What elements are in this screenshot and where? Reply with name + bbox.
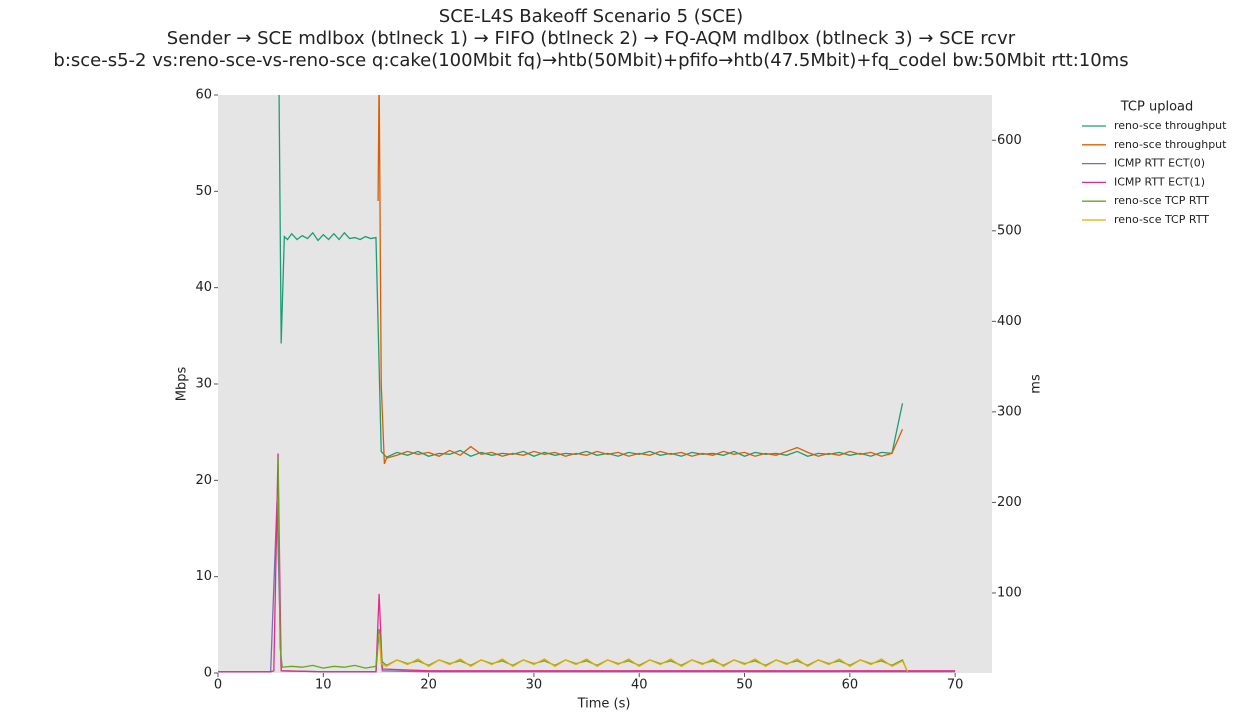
series-group [218,95,956,673]
x-tick-label: 40 [631,678,648,693]
chart-title: SCE-L4S Bakeoff Scenario 5 (SCE) [439,6,743,27]
x-tick-label: 30 [526,678,543,693]
legend-title: TCP upload [1120,100,1194,115]
series-line [377,95,904,465]
series-line [277,457,909,673]
y2-tick-label: 400 [997,314,1022,329]
plot-area [218,95,992,673]
x-axis-label: Time (s) [577,697,631,712]
chart-subtitle: Sender → SCE mdlbox (btlneck 1) → FIFO (… [167,28,1016,49]
x-tick-label: 60 [842,678,859,693]
y-tick-label: 20 [195,473,212,488]
y-tick-label: 30 [195,377,212,392]
x-tick-label: 10 [315,678,332,693]
x-tick-label: 20 [420,678,437,693]
x-tick-label: 50 [736,678,753,693]
y-tick-label: 40 [195,280,212,295]
series-line [378,633,909,673]
legend-label: ICMP RTT ECT(0) [1114,157,1205,170]
y-tick-label: 50 [195,184,212,199]
legend-label: reno-sce throughput [1114,119,1227,132]
x-tick-label: 0 [214,678,222,693]
legend-label: ICMP RTT ECT(1) [1114,175,1205,188]
x-tick-label: 70 [947,678,964,693]
legend-label: reno-sce TCP RTT [1114,194,1209,207]
y2-tick-label: 300 [997,404,1022,419]
y-tick-label: 60 [195,88,212,103]
y2-tick-label: 500 [997,223,1022,238]
chart-subtitle: b:sce-s5-2 vs:reno-sce-vs-reno-sce q:cak… [53,50,1128,71]
y2-tick-label: 100 [997,585,1022,600]
y2-tick-label: 600 [997,133,1022,148]
y-tick-label: 10 [195,569,212,584]
legend-label: reno-sce throughput [1114,138,1227,151]
y2-axis-label: ms [1029,374,1044,394]
y-tick-label: 0 [204,666,212,681]
y2-tick-label: 200 [997,495,1022,510]
series-line [218,453,956,673]
y-axis-label: Mbps [175,367,190,402]
legend-label: reno-sce TCP RTT [1114,213,1209,226]
